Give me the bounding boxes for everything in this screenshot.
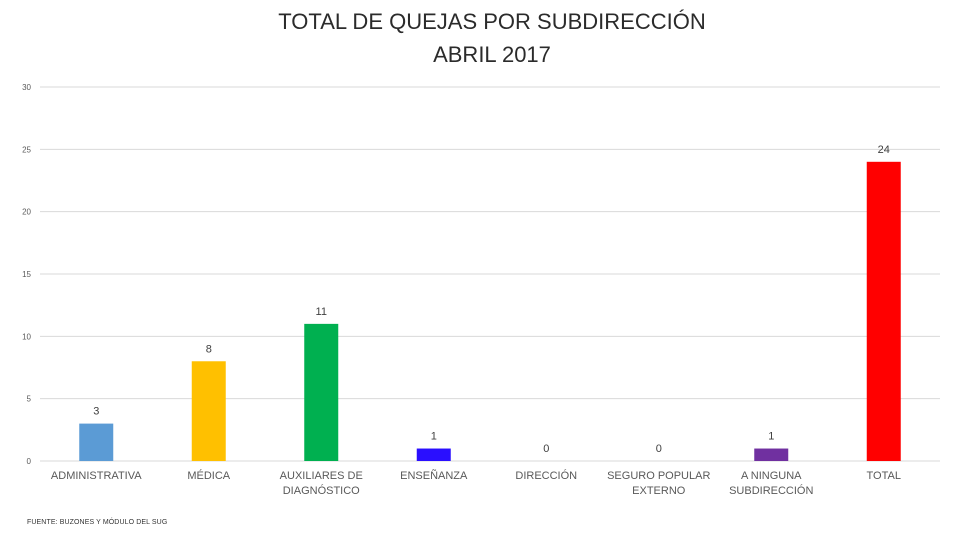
x-tick-label-4: DIRECCIÓN bbox=[515, 469, 577, 482]
y-tick-label-20: 20 bbox=[22, 208, 31, 217]
data-label-1: 8 bbox=[206, 343, 212, 355]
source-note: FUENTE: BUZONES Y MÓDULO DEL SUG bbox=[27, 519, 168, 526]
gridlines bbox=[40, 86, 940, 462]
y-tick-label-5: 5 bbox=[27, 395, 32, 404]
bar-2 bbox=[304, 323, 339, 461]
y-tick-label-10: 10 bbox=[22, 332, 31, 341]
y-axis-tick-labels: 0 5 10 15 20 25 30 bbox=[22, 83, 31, 466]
y-tick-label-15: 15 bbox=[22, 270, 31, 279]
data-label-3: 1 bbox=[431, 431, 437, 443]
y-tick-label-25: 25 bbox=[22, 145, 31, 154]
y-tick-label-0: 0 bbox=[27, 457, 32, 466]
x-tick-label-6-line-1: SUBDIRECCIÓN bbox=[729, 484, 813, 497]
bar-6 bbox=[754, 448, 789, 461]
data-label-0: 3 bbox=[93, 406, 99, 418]
bars bbox=[79, 161, 901, 462]
x-tick-label-3: ENSEÑANZA bbox=[400, 469, 468, 482]
x-tick-label-1: MÉDICA bbox=[187, 469, 230, 482]
x-tick-label-2-line-1: DIAGNÓSTICO bbox=[283, 484, 360, 497]
bar-1 bbox=[191, 361, 226, 461]
x-tick-label-7: TOTAL bbox=[867, 470, 901, 482]
data-label-4: 0 bbox=[543, 443, 549, 455]
chart-subtitle: ABRIL 2017 bbox=[433, 42, 551, 67]
data-label-2: 11 bbox=[316, 306, 327, 318]
x-tick-label-5-line-1: EXTERNO bbox=[632, 485, 686, 497]
x-tick-label-2-line-0: AUXILIARES DE bbox=[280, 470, 363, 482]
data-label-6: 1 bbox=[768, 431, 774, 443]
x-axis-category-labels: ADMINISTRATIVA MÉDICA AUXILIARES DE DIAGNÓS… bbox=[51, 469, 901, 497]
bar-0 bbox=[79, 423, 114, 461]
bar-3 bbox=[416, 448, 451, 461]
bar-7 bbox=[866, 161, 901, 462]
data-label-7: 24 bbox=[878, 144, 890, 156]
x-tick-label-5-line-0: SEGURO POPULAR bbox=[607, 470, 710, 482]
y-tick-label-30: 30 bbox=[22, 83, 31, 92]
x-tick-label-6-line-0: A NINGUNA bbox=[741, 470, 802, 482]
x-tick-label-0: ADMINISTRATIVA bbox=[51, 470, 142, 482]
data-label-5: 0 bbox=[656, 443, 662, 455]
chart-title: TOTAL DE QUEJAS POR SUBDIRECCIÓN bbox=[278, 9, 706, 34]
